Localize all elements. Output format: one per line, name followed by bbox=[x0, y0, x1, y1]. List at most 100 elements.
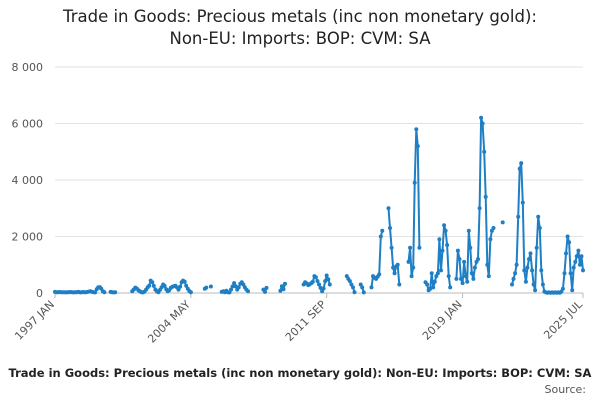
data-point[interactable] bbox=[351, 285, 355, 290]
data-point[interactable] bbox=[360, 285, 365, 290]
data-point[interactable] bbox=[491, 226, 496, 230]
data-point[interactable] bbox=[516, 214, 521, 219]
data-point[interactable] bbox=[579, 254, 584, 259]
data-point[interactable] bbox=[476, 257, 480, 262]
data-point[interactable] bbox=[437, 237, 442, 242]
data-point[interactable] bbox=[448, 285, 453, 290]
data-point[interactable] bbox=[406, 259, 411, 264]
data-point[interactable] bbox=[429, 271, 434, 276]
data-point[interactable] bbox=[510, 282, 514, 287]
data-point[interactable] bbox=[432, 279, 437, 284]
data-point[interactable] bbox=[477, 206, 482, 211]
data-point[interactable] bbox=[151, 283, 156, 288]
data-point[interactable] bbox=[232, 281, 237, 286]
data-point[interactable] bbox=[397, 282, 402, 287]
data-point[interactable] bbox=[485, 262, 490, 267]
data-point[interactable] bbox=[230, 284, 235, 289]
data-point[interactable] bbox=[534, 245, 539, 250]
data-point[interactable] bbox=[519, 161, 524, 166]
data-point[interactable] bbox=[281, 287, 286, 292]
data-point[interactable] bbox=[568, 271, 573, 276]
data-point[interactable] bbox=[479, 115, 484, 120]
data-point[interactable] bbox=[514, 262, 519, 267]
data-point[interactable] bbox=[522, 268, 527, 273]
data-point[interactable] bbox=[439, 268, 443, 273]
data-point[interactable] bbox=[352, 290, 357, 295]
data-point[interactable] bbox=[530, 268, 535, 273]
data-point[interactable] bbox=[313, 275, 318, 280]
data-point[interactable] bbox=[428, 286, 433, 291]
data-point[interactable] bbox=[511, 276, 516, 281]
data-point[interactable] bbox=[409, 274, 414, 279]
data-point[interactable] bbox=[576, 248, 581, 253]
data-point[interactable] bbox=[468, 245, 473, 250]
data-point[interactable] bbox=[386, 206, 391, 211]
data-point[interactable] bbox=[412, 180, 417, 185]
data-point[interactable] bbox=[326, 277, 331, 282]
data-point[interactable] bbox=[380, 228, 385, 233]
data-point[interactable] bbox=[573, 259, 578, 264]
data-point[interactable] bbox=[454, 276, 459, 281]
data-point[interactable] bbox=[317, 282, 321, 287]
data-point[interactable] bbox=[527, 257, 531, 262]
data-point[interactable] bbox=[93, 290, 98, 295]
data-point[interactable] bbox=[520, 200, 525, 205]
data-point[interactable] bbox=[513, 271, 518, 276]
data-point[interactable] bbox=[246, 289, 250, 294]
data-point[interactable] bbox=[388, 226, 392, 230]
data-point[interactable] bbox=[466, 228, 471, 233]
data-point[interactable] bbox=[321, 286, 326, 291]
data-point[interactable] bbox=[463, 274, 468, 279]
data-point[interactable] bbox=[480, 121, 485, 126]
data-point[interactable] bbox=[570, 288, 575, 293]
data-point[interactable] bbox=[462, 259, 467, 264]
data-point[interactable] bbox=[528, 251, 533, 256]
data-point[interactable] bbox=[443, 228, 448, 233]
data-point[interactable] bbox=[531, 282, 536, 287]
data-point[interactable] bbox=[369, 285, 374, 290]
data-point[interactable] bbox=[182, 279, 187, 284]
data-point[interactable] bbox=[378, 234, 383, 239]
data-point[interactable] bbox=[162, 283, 167, 288]
data-point[interactable] bbox=[324, 273, 329, 278]
data-point[interactable] bbox=[435, 271, 440, 276]
data-point[interactable] bbox=[517, 166, 522, 171]
data-point[interactable] bbox=[560, 286, 565, 291]
data-point[interactable] bbox=[389, 245, 394, 250]
data-point[interactable] bbox=[408, 245, 413, 250]
data-point[interactable] bbox=[208, 284, 213, 289]
data-point[interactable] bbox=[361, 290, 366, 295]
data-point[interactable] bbox=[233, 284, 238, 289]
data-point[interactable] bbox=[347, 279, 352, 284]
data-point[interactable] bbox=[236, 285, 241, 290]
data-point[interactable] bbox=[417, 245, 422, 250]
data-point[interactable] bbox=[525, 265, 530, 270]
data-point[interactable] bbox=[465, 279, 470, 284]
data-point[interactable] bbox=[411, 265, 416, 270]
data-point[interactable] bbox=[229, 287, 233, 292]
data-point[interactable] bbox=[457, 257, 462, 262]
data-point[interactable] bbox=[472, 265, 477, 270]
data-point[interactable] bbox=[455, 248, 460, 253]
data-point[interactable] bbox=[459, 276, 463, 281]
data-point[interactable] bbox=[178, 284, 183, 289]
data-point[interactable] bbox=[263, 289, 267, 294]
data-point[interactable] bbox=[536, 214, 541, 219]
data-point[interactable] bbox=[184, 283, 189, 288]
data-point[interactable] bbox=[571, 265, 576, 270]
data-point[interactable] bbox=[392, 271, 397, 276]
data-point[interactable] bbox=[150, 280, 155, 285]
data-point[interactable] bbox=[500, 220, 505, 225]
data-point[interactable] bbox=[574, 254, 579, 259]
data-point[interactable] bbox=[460, 281, 465, 286]
data-point[interactable] bbox=[488, 237, 493, 242]
data-point[interactable] bbox=[482, 149, 487, 154]
data-point[interactable] bbox=[102, 290, 107, 295]
data-point[interactable] bbox=[483, 194, 488, 199]
data-point[interactable] bbox=[188, 290, 193, 295]
data-point[interactable] bbox=[279, 284, 284, 289]
data-point[interactable] bbox=[415, 144, 420, 149]
data-point[interactable] bbox=[486, 274, 491, 279]
data-point[interactable] bbox=[567, 240, 572, 245]
data-point[interactable] bbox=[283, 281, 287, 286]
